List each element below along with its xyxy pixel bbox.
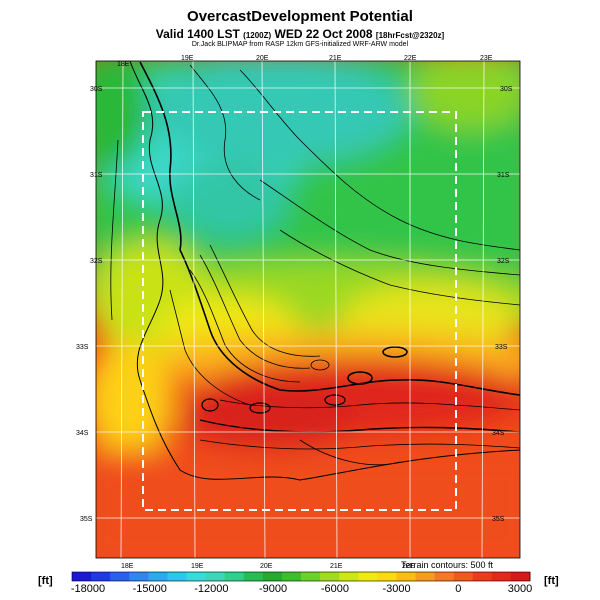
colorbar-tick-label: -12000: [194, 583, 228, 595]
colorbar-swatch: [72, 572, 92, 581]
valid-date: WED 22 Oct 2008: [274, 27, 373, 41]
colorbar-unit-left: [ft]: [38, 575, 53, 587]
lat-label-right: 35S: [492, 516, 505, 523]
lat-label-right: 30S: [500, 86, 513, 93]
lon-label-bottom: 18E: [121, 563, 134, 570]
colorbar-swatch: [167, 572, 187, 581]
lat-label-right: 31S: [497, 172, 510, 179]
colorbar-swatch: [262, 572, 283, 581]
colorbar-swatch: [224, 572, 245, 581]
lon-label-bottom: 20E: [260, 563, 273, 570]
lon-label-top: 18E: [117, 61, 130, 68]
colorbar-swatch: [453, 572, 474, 581]
colorbar-swatch: [110, 572, 130, 581]
lon-label-bottom: 21E: [330, 563, 343, 570]
colorbar-swatch: [301, 572, 321, 581]
lat-label-right: 33S: [495, 344, 508, 351]
lat-label-left: 34S: [76, 430, 89, 437]
colorbar-swatch: [510, 572, 531, 581]
graticule: [96, 60, 520, 559]
colorbar-swatch: [377, 572, 397, 581]
model-credit: Dr.Jack BLIPMAP from RASP 12km GFS-initi…: [191, 41, 409, 48]
colorbar-frame: [71, 571, 531, 582]
colorbar-swatch: [415, 572, 436, 581]
valid-time-line: Valid 1400 LST (1200Z) WED 22 Oct 2008 […: [0, 27, 600, 41]
colorbar-ticks: -18000 -15000 -12000 -9000 -6000 -3000 0 3000: [71, 583, 532, 595]
lon-label-top: 19E: [181, 55, 194, 62]
map-title: OvercastDevelopment Potential: [187, 8, 413, 25]
colorbar-tick-label: -3000: [383, 583, 411, 595]
colorbar-swatch: [339, 572, 359, 581]
colorbar: [72, 572, 531, 581]
lat-label-right: 34S: [492, 430, 505, 437]
colorbar-swatch: [129, 572, 149, 581]
colorbar-swatch: [320, 572, 340, 581]
colorbar-swatch: [186, 572, 207, 581]
lat-label-left: 32S: [90, 258, 103, 265]
colorbar-swatch: [472, 572, 493, 581]
colorbar-tick-label: 0: [455, 583, 461, 595]
lat-label-left: 35S: [80, 516, 93, 523]
lon-label-top: 21E: [329, 55, 342, 62]
lat-label-left: 33S: [76, 344, 89, 351]
lon-label-top: 22E: [404, 55, 417, 62]
colorbar-unit-right: [ft]: [544, 575, 559, 587]
colorbar-swatch: [205, 572, 226, 581]
colorbar-tick-label: -6000: [321, 583, 349, 595]
lon-label-bottom: 22E: [402, 563, 415, 570]
colorbar-swatch: [434, 572, 455, 581]
lon-label-top: 23E: [480, 55, 493, 62]
lat-label-left: 30S: [90, 86, 103, 93]
map-frame: [95, 60, 521, 559]
lat-label-right: 32S: [497, 258, 510, 265]
lon-label-top: 20E: [256, 55, 269, 62]
colorbar-swatch: [243, 572, 264, 581]
lon-label-bottom: 19E: [191, 563, 204, 570]
terrain-contours: [110, 61, 520, 481]
valid-forecast: [18hrFcst@2320z]: [375, 31, 445, 40]
colorbar-tick-label: 3000: [508, 583, 532, 595]
valid-utc: (1200Z): [243, 31, 272, 40]
inner-domain-box: [142, 111, 457, 511]
colorbar-swatch: [396, 572, 416, 581]
colorbar-swatch: [491, 572, 512, 581]
colorbar-tick-label: -15000: [133, 583, 167, 595]
colorbar-tick-label: -9000: [259, 583, 287, 595]
valid-prefix: Valid 1400 LST: [155, 27, 240, 41]
terrain-contour-note: Terrain contours: 500 ft: [401, 560, 494, 570]
colorbar-swatch: [91, 572, 111, 581]
colorbar-swatch: [358, 572, 378, 581]
colorbar-swatch: [281, 572, 302, 581]
colorbar-swatch: [148, 572, 168, 581]
lat-label-left: 31S: [90, 172, 103, 179]
colorbar-tick-label: -18000: [71, 583, 105, 595]
